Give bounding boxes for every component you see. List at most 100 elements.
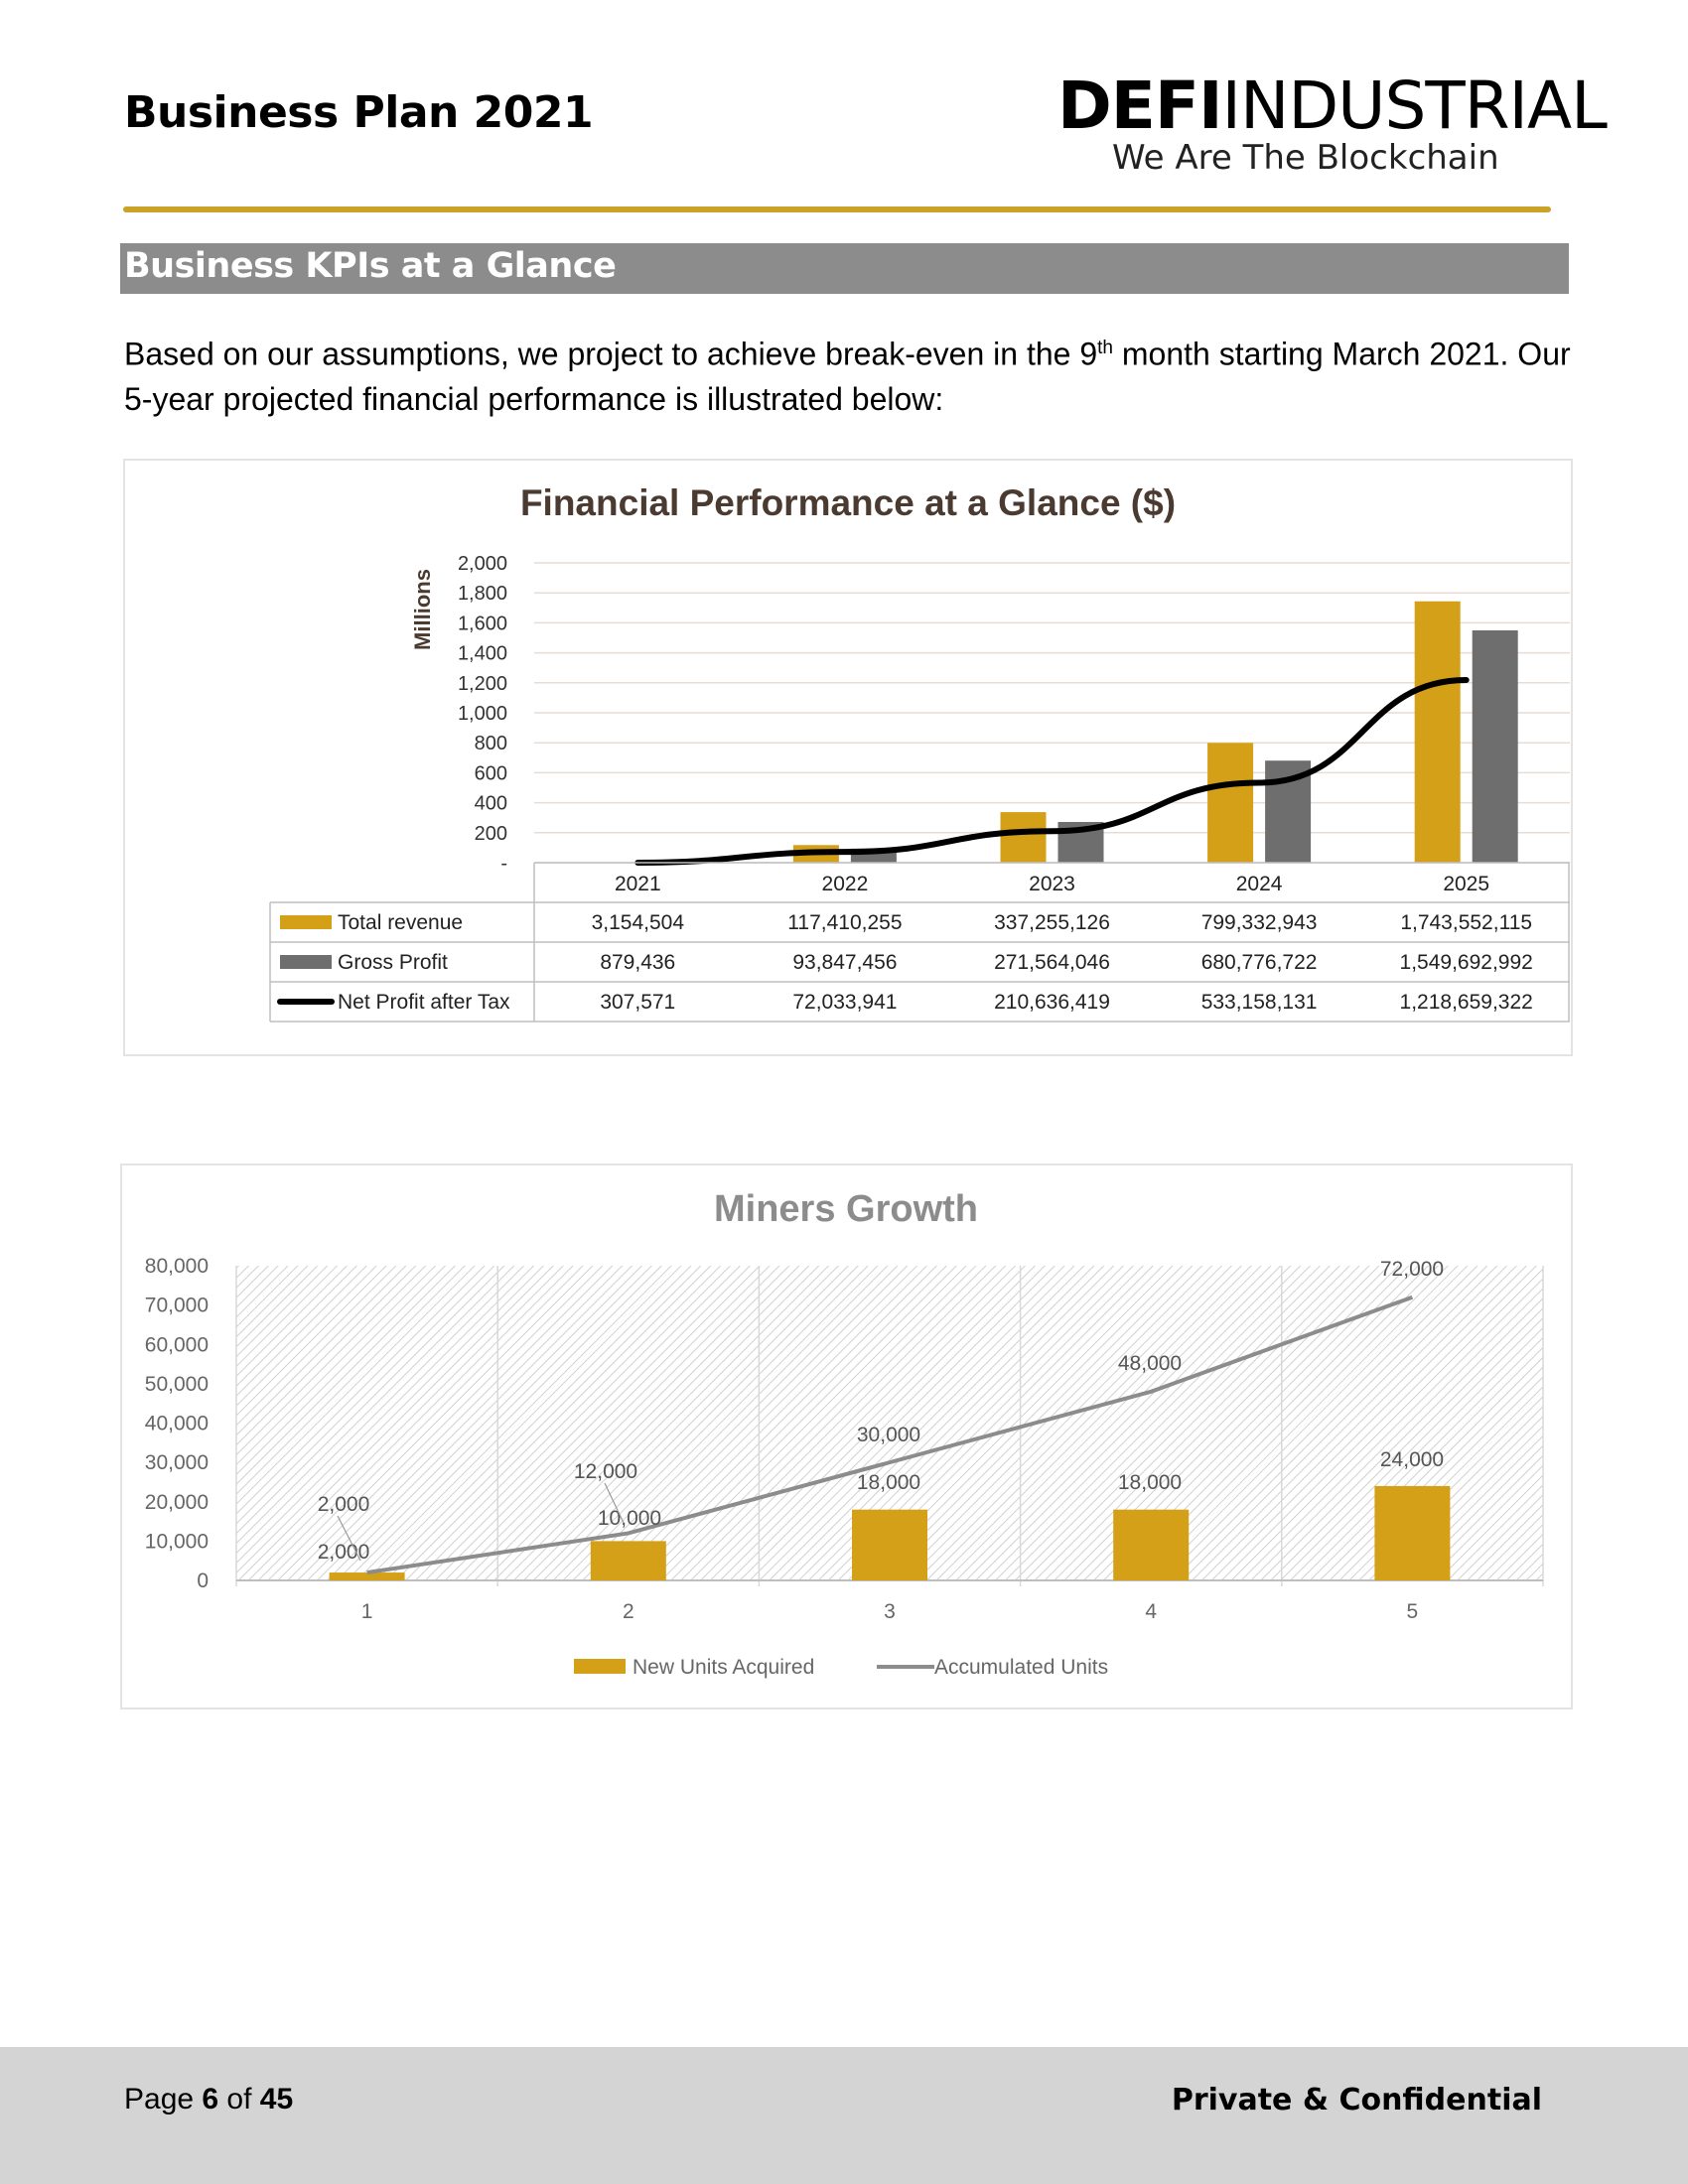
table-value: 3,154,504	[592, 911, 685, 934]
y-tick-label: 80,000	[145, 1255, 209, 1278]
bar-data-label: 18,000	[1118, 1471, 1182, 1494]
chart-title: Miners Growth	[714, 1188, 978, 1230]
table-value: 117,410,255	[787, 911, 902, 934]
miners-chart-svg: Miners Growth 0 10,000 20,000 30,000 40,000 50…	[145, 1188, 1544, 1679]
legend-label: Gross Profit	[338, 951, 448, 974]
financial-chart-svg: Financial Performance at a Glance ($) Mil…	[269, 482, 1570, 1023]
table-value: 799,332,943	[1201, 911, 1318, 934]
x-tick-label: 3	[884, 1600, 896, 1623]
x-tick-label: 2024	[1236, 873, 1283, 895]
table-value: 879,436	[600, 951, 675, 974]
y-tick-label: 60,000	[145, 1333, 209, 1356]
revenue-bar	[1414, 601, 1461, 863]
page-prefix: Page	[124, 2083, 203, 2116]
logo-light-text: INDUSTRIAL	[1221, 68, 1608, 144]
bar-data-label: 2,000	[318, 1541, 370, 1564]
bar-data-label: 10,000	[598, 1507, 661, 1530]
table-value: 680,776,722	[1201, 951, 1318, 974]
y-tick-label: 30,000	[145, 1451, 209, 1474]
y-tick-label: 10,000	[145, 1530, 209, 1553]
table-value: 1,549,692,992	[1400, 951, 1533, 974]
intro-text-1: Based on our assumptions, we project to …	[124, 336, 1098, 372]
new-units-bar	[329, 1572, 405, 1580]
document-title: Business Plan 2021	[124, 87, 594, 138]
legend-label: Total revenue	[338, 911, 463, 934]
intro-text-2: month starting March 2021. Our 5-year pr…	[124, 336, 1571, 417]
y-tick-label: 50,000	[145, 1373, 209, 1396]
total-pages: 45	[259, 2083, 294, 2116]
revenue-bar	[1207, 743, 1254, 863]
line-data-label: 12,000	[574, 1460, 637, 1483]
x-tick-label: 2	[623, 1600, 634, 1623]
legend-label: Accumulated Units	[934, 1656, 1108, 1679]
section-heading: Business KPIs at a Glance	[124, 246, 617, 286]
line-data-label: 30,000	[857, 1424, 920, 1446]
x-tick-label: 1	[361, 1600, 373, 1623]
y-tick-label: 600	[475, 762, 507, 784]
y-tick-label: 1,400	[458, 643, 507, 665]
intro-paragraph: Based on our assumptions, we project to …	[124, 326, 1574, 422]
table-value: 307,571	[600, 991, 675, 1014]
bar-data-label: 24,000	[1380, 1448, 1444, 1471]
x-tick-label: 2022	[822, 873, 869, 895]
line-data-label: 72,000	[1380, 1258, 1444, 1281]
page-of: of	[218, 2083, 260, 2116]
section-heading-bar: Business KPIs at a Glance	[120, 243, 1569, 294]
legend-label: New Units Acquired	[633, 1656, 814, 1679]
header-divider	[123, 206, 1551, 212]
table-value: 1,743,552,115	[1400, 911, 1532, 934]
page-footer: Page 6 of 45 Private & Confidential	[0, 2047, 1688, 2184]
confidential-label: Private & Confidential	[1171, 2083, 1542, 2117]
net-profit-line	[634, 676, 1470, 866]
table-value: 210,636,419	[994, 991, 1110, 1014]
table-value: 72,033,941	[792, 991, 897, 1014]
x-tick-label: 2025	[1443, 873, 1489, 895]
current-page: 6	[202, 2083, 219, 2116]
x-tick-label: 2023	[1029, 873, 1075, 895]
logo-bold-text: DEFI	[1057, 68, 1223, 144]
label-leader	[337, 1515, 361, 1562]
table-value: 271,564,046	[994, 951, 1110, 974]
bar-data-label: 18,000	[857, 1471, 920, 1494]
intro-superscript: th	[1097, 338, 1113, 358]
y-tick-label: 1,000	[458, 703, 507, 725]
new-units-bar	[852, 1509, 927, 1580]
y-tick-label: 20,000	[145, 1491, 209, 1514]
legend-key	[280, 915, 332, 929]
y-tick-label: 800	[475, 733, 507, 754]
y-tick-label: 70,000	[145, 1295, 209, 1317]
miners-growth-chart: Miners Growth 0 10,000 20,000 30,000 40,000 50…	[120, 1163, 1573, 1709]
table-value: 93,847,456	[792, 951, 897, 974]
page-number: Page 6 of 45	[124, 2083, 293, 2116]
y-tick-label: 1,200	[458, 673, 507, 695]
y-tick-label: 40,000	[145, 1413, 209, 1435]
y-tick-label: 400	[475, 793, 507, 815]
legend-key	[574, 1659, 626, 1674]
y-tick-label: 0	[197, 1570, 209, 1592]
y-axis-label: Millions	[410, 569, 435, 650]
line-data-label: 2,000	[318, 1493, 370, 1516]
table-value: 337,255,126	[994, 911, 1110, 934]
new-units-bar	[1374, 1485, 1451, 1580]
table-value: 533,158,131	[1201, 991, 1318, 1014]
legend-key	[280, 955, 332, 969]
financial-performance-chart: Financial Performance at a Glance ($) Mil…	[123, 459, 1573, 1056]
gross-profit-bar	[1472, 629, 1518, 863]
legend-label: Net Profit after Tax	[338, 991, 510, 1014]
y-tick-label: 2,000	[458, 553, 507, 575]
x-tick-label: 5	[1407, 1600, 1419, 1623]
new-units-bar	[590, 1541, 666, 1580]
accumulated-units-line	[366, 1295, 1414, 1575]
y-tick-label: 1,600	[458, 613, 507, 634]
x-tick-label: 4	[1145, 1600, 1157, 1623]
label-leader	[604, 1482, 625, 1524]
x-tick-label: 2021	[615, 873, 661, 895]
table-value: 1,218,659,322	[1400, 991, 1533, 1014]
y-tick-label: 1,800	[458, 583, 507, 605]
y-tick-label: -	[500, 853, 507, 875]
revenue-bar	[1000, 812, 1047, 863]
new-units-bar	[1113, 1509, 1190, 1580]
logo-wordmark: DEFIINDUSTRIAL	[1057, 73, 1608, 139]
company-logo: DEFIINDUSTRIAL We Are The Blockchain	[1057, 73, 1608, 178]
line-data-label: 48,000	[1118, 1352, 1182, 1375]
